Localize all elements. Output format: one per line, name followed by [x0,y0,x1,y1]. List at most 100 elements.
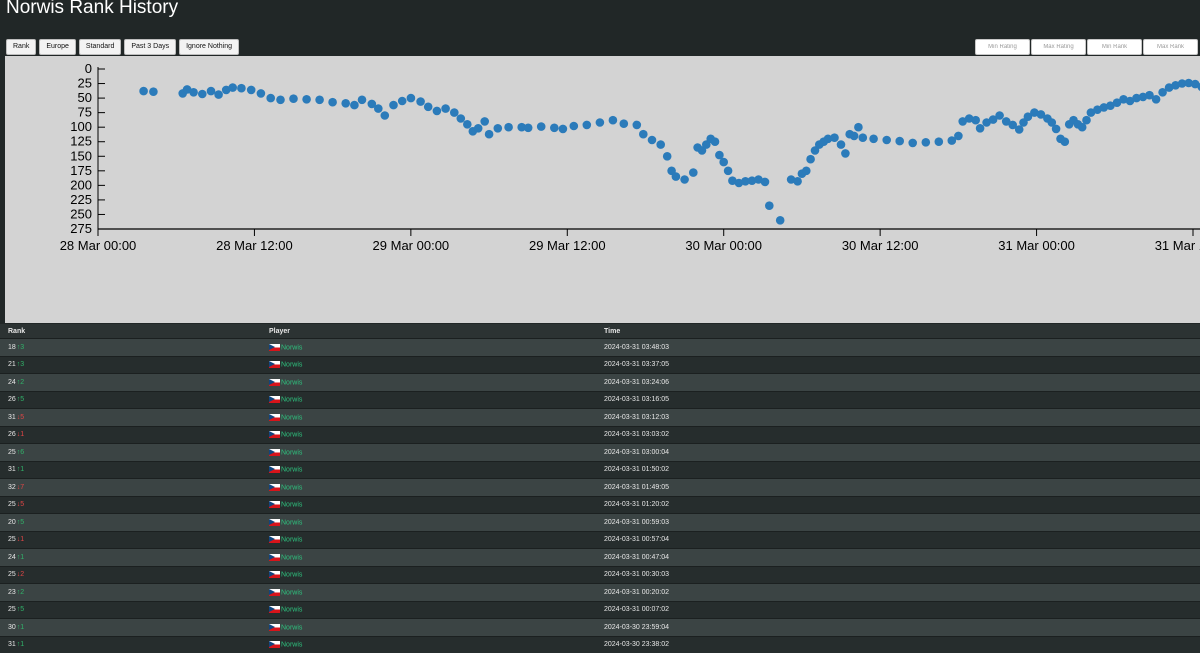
player-link[interactable]: Norwis [281,641,302,648]
rank-value: 30 [8,624,16,631]
player-cell: Norwis [261,374,596,392]
player-link[interactable]: Norwis [281,624,302,631]
player-link[interactable]: Norwis [281,431,302,438]
rank-change-value: 1 [20,431,24,438]
table-header-row: Rank Player Time [0,324,1200,339]
data-point [374,104,383,113]
metric-rank-button[interactable]: Rank [6,39,36,55]
rank-value: 20 [8,519,16,526]
rank-change: ↓5 [17,414,24,421]
player-link[interactable]: Norwis [281,536,302,543]
data-point [935,137,944,146]
rank-change: ↑6 [17,449,24,456]
rank-value: 26 [8,396,16,403]
player-link[interactable]: Norwis [281,361,302,368]
player-link[interactable]: Norwis [281,396,302,403]
rank-column-header: Rank [0,324,261,339]
player-link[interactable]: Norwis [281,414,302,421]
rank-value: 18 [8,344,16,351]
x-tick-label: 31 Mar 00:00 [998,238,1075,253]
player-cell: Norwis [261,444,596,462]
max-rating-input[interactable] [1031,39,1086,55]
data-point [680,175,689,184]
rank-value: 26 [8,431,16,438]
data-point [433,107,442,116]
data-point [869,135,878,144]
data-point [480,117,489,126]
player-cell: Norwis [261,356,596,374]
rank-change: ↑5 [17,606,24,613]
player-link[interactable]: Norwis [281,466,302,473]
x-tick-label: 28 Mar 12:00 [216,238,293,253]
x-tick-label: 30 Mar 12:00 [842,238,919,253]
rank-cell: 23↑2 [0,584,261,602]
ignore-nothing-button[interactable]: Ignore Nothing [179,39,239,55]
rank-change: ↑1 [17,641,24,648]
player-link[interactable]: Norwis [281,589,302,596]
czech-flag-icon [269,379,280,386]
data-point [257,89,266,98]
rank-change-value: 5 [20,414,24,421]
czech-flag-icon [269,466,280,473]
data-point [648,136,657,145]
data-point [139,87,148,96]
data-point [609,116,618,125]
min-rank-input[interactable] [1087,39,1142,55]
data-point [672,172,681,181]
period-past-3-days-button[interactable]: Past 3 Days [124,39,176,55]
rank-change: ↓2 [17,571,24,578]
rank-change-value: 3 [20,344,24,351]
player-link[interactable]: Norwis [281,571,302,578]
player-link[interactable]: Norwis [281,449,302,456]
data-point [450,108,459,117]
rank-change: ↓1 [17,431,24,438]
player-link[interactable]: Norwis [281,379,302,386]
time-cell: 2024-03-31 00:57:04 [596,531,1200,549]
player-cell: Norwis [261,496,596,514]
rank-change-value: 6 [20,449,24,456]
data-point [228,83,237,92]
player-cell: Norwis [261,339,596,357]
player-link[interactable]: Norwis [281,344,302,351]
rank-cell: 25↓5 [0,496,261,514]
data-point [776,216,785,225]
max-rank-input[interactable] [1143,39,1198,55]
player-link[interactable]: Norwis [281,519,302,526]
y-tick-label: 250 [70,206,92,221]
rank-value: 25 [8,571,16,578]
rank-value: 31 [8,641,16,648]
rank-change: ↓1 [17,536,24,543]
czech-flag-icon [269,361,280,368]
rank-change: ↑5 [17,519,24,526]
region-europe-button[interactable]: Europe [39,39,76,55]
czech-flag-icon [269,519,280,526]
rank-change: ↑3 [17,361,24,368]
rank-change: ↑2 [17,589,24,596]
player-cell: Norwis [261,636,596,653]
data-point [850,132,859,141]
rank-change: ↑1 [17,624,24,631]
data-point [416,97,425,106]
y-tick-label: 50 [78,90,92,105]
min-rating-input[interactable] [975,39,1030,55]
rank-value: 31 [8,466,16,473]
y-tick-label: 275 [70,221,92,236]
player-link[interactable]: Norwis [281,606,302,613]
data-point [550,124,559,133]
data-point [1061,137,1070,146]
mode-standard-button[interactable]: Standard [79,39,121,55]
player-link[interactable]: Norwis [281,554,302,561]
player-link[interactable]: Norwis [281,501,302,508]
rank-cell: 21↑3 [0,356,261,374]
y-tick-label: 75 [78,105,92,120]
player-link[interactable]: Norwis [281,484,302,491]
